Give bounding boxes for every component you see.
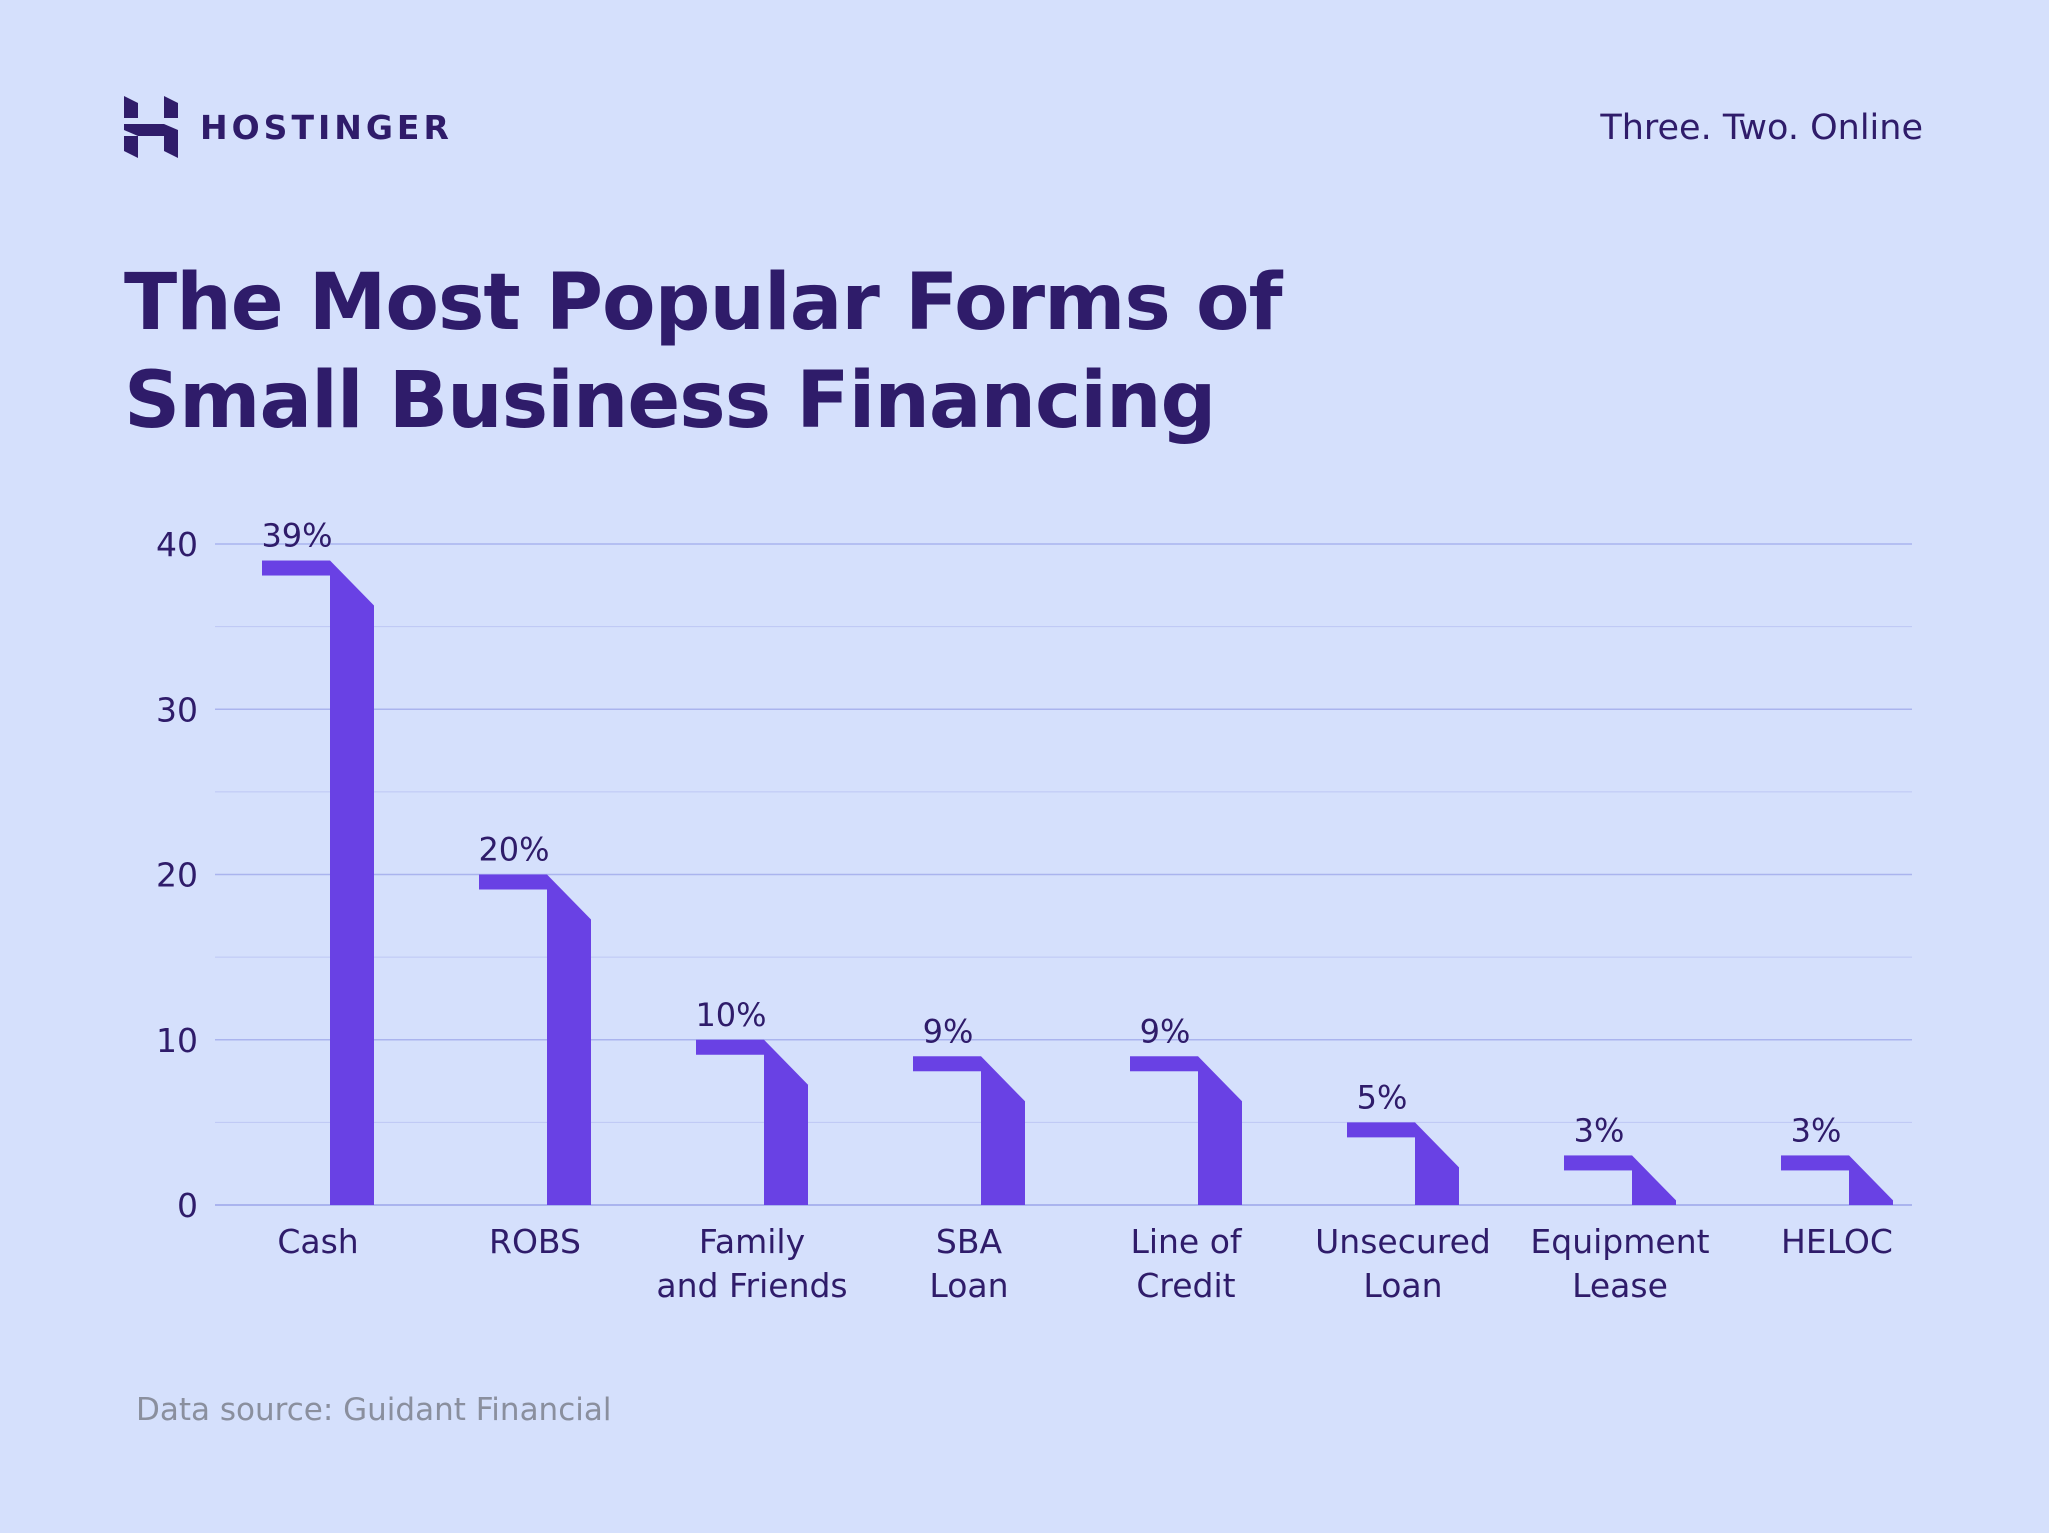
x-tick-label: ROBS — [489, 1222, 581, 1261]
x-tick-label: Loan — [929, 1266, 1008, 1305]
bar — [981, 1056, 1025, 1205]
bar-cap — [1781, 1155, 1849, 1171]
bar — [764, 1039, 808, 1205]
data-label: 9% — [1140, 1012, 1191, 1050]
x-tick-label: Line of — [1130, 1222, 1242, 1261]
x-tick-label: Unsecured — [1315, 1222, 1491, 1261]
y-tick-label: 10 — [156, 1021, 198, 1060]
data-label: 3% — [1791, 1111, 1842, 1149]
data-label: 5% — [1357, 1078, 1408, 1116]
x-tick-label: HELOC — [1781, 1222, 1893, 1261]
bar — [330, 560, 374, 1205]
data-label: 3% — [1574, 1111, 1625, 1149]
bar — [547, 874, 591, 1205]
bar — [1198, 1056, 1242, 1205]
brand: HOSTINGER — [124, 96, 453, 158]
bar-cap — [1347, 1122, 1415, 1138]
brand-name: HOSTINGER — [200, 107, 453, 147]
bar-cap — [913, 1056, 981, 1072]
x-tick-label: Credit — [1136, 1266, 1235, 1305]
data-label: 20% — [478, 831, 549, 869]
x-tick-label: Cash — [277, 1222, 358, 1261]
hostinger-logo-icon — [124, 96, 178, 158]
x-tick-label: SBA — [936, 1222, 1003, 1261]
x-tick-label: and Friends — [656, 1266, 847, 1305]
tagline: Three. Two. Online — [1600, 108, 1923, 148]
bar — [1849, 1155, 1893, 1205]
chart-title: The Most Popular Forms of Small Business… — [124, 254, 1424, 450]
x-tick-label: Loan — [1363, 1266, 1442, 1305]
chart-title-line-2: Small Business Financing — [124, 356, 1216, 446]
bar-cap — [1564, 1155, 1632, 1171]
data-label: 10% — [695, 996, 766, 1034]
x-tick-label: Family — [699, 1222, 805, 1261]
chart-title-line-1: The Most Popular Forms of — [124, 258, 1283, 348]
bar-cap — [262, 560, 330, 576]
bar-cap — [1130, 1056, 1198, 1072]
y-tick-label: 20 — [156, 856, 198, 895]
y-tick-label: 0 — [177, 1186, 198, 1225]
bar — [1415, 1122, 1459, 1205]
y-tick-label: 40 — [156, 525, 198, 564]
bar-cap — [696, 1039, 764, 1055]
x-tick-label: Lease — [1572, 1266, 1668, 1305]
bar — [1632, 1155, 1676, 1205]
data-label: 9% — [923, 1012, 974, 1050]
y-tick-label: 30 — [156, 690, 198, 729]
data-source-note: Data source: Guidant Financial — [136, 1392, 612, 1428]
bar-cap — [479, 874, 547, 890]
x-tick-label: Equipment — [1530, 1222, 1709, 1261]
data-label: 39% — [261, 517, 332, 555]
